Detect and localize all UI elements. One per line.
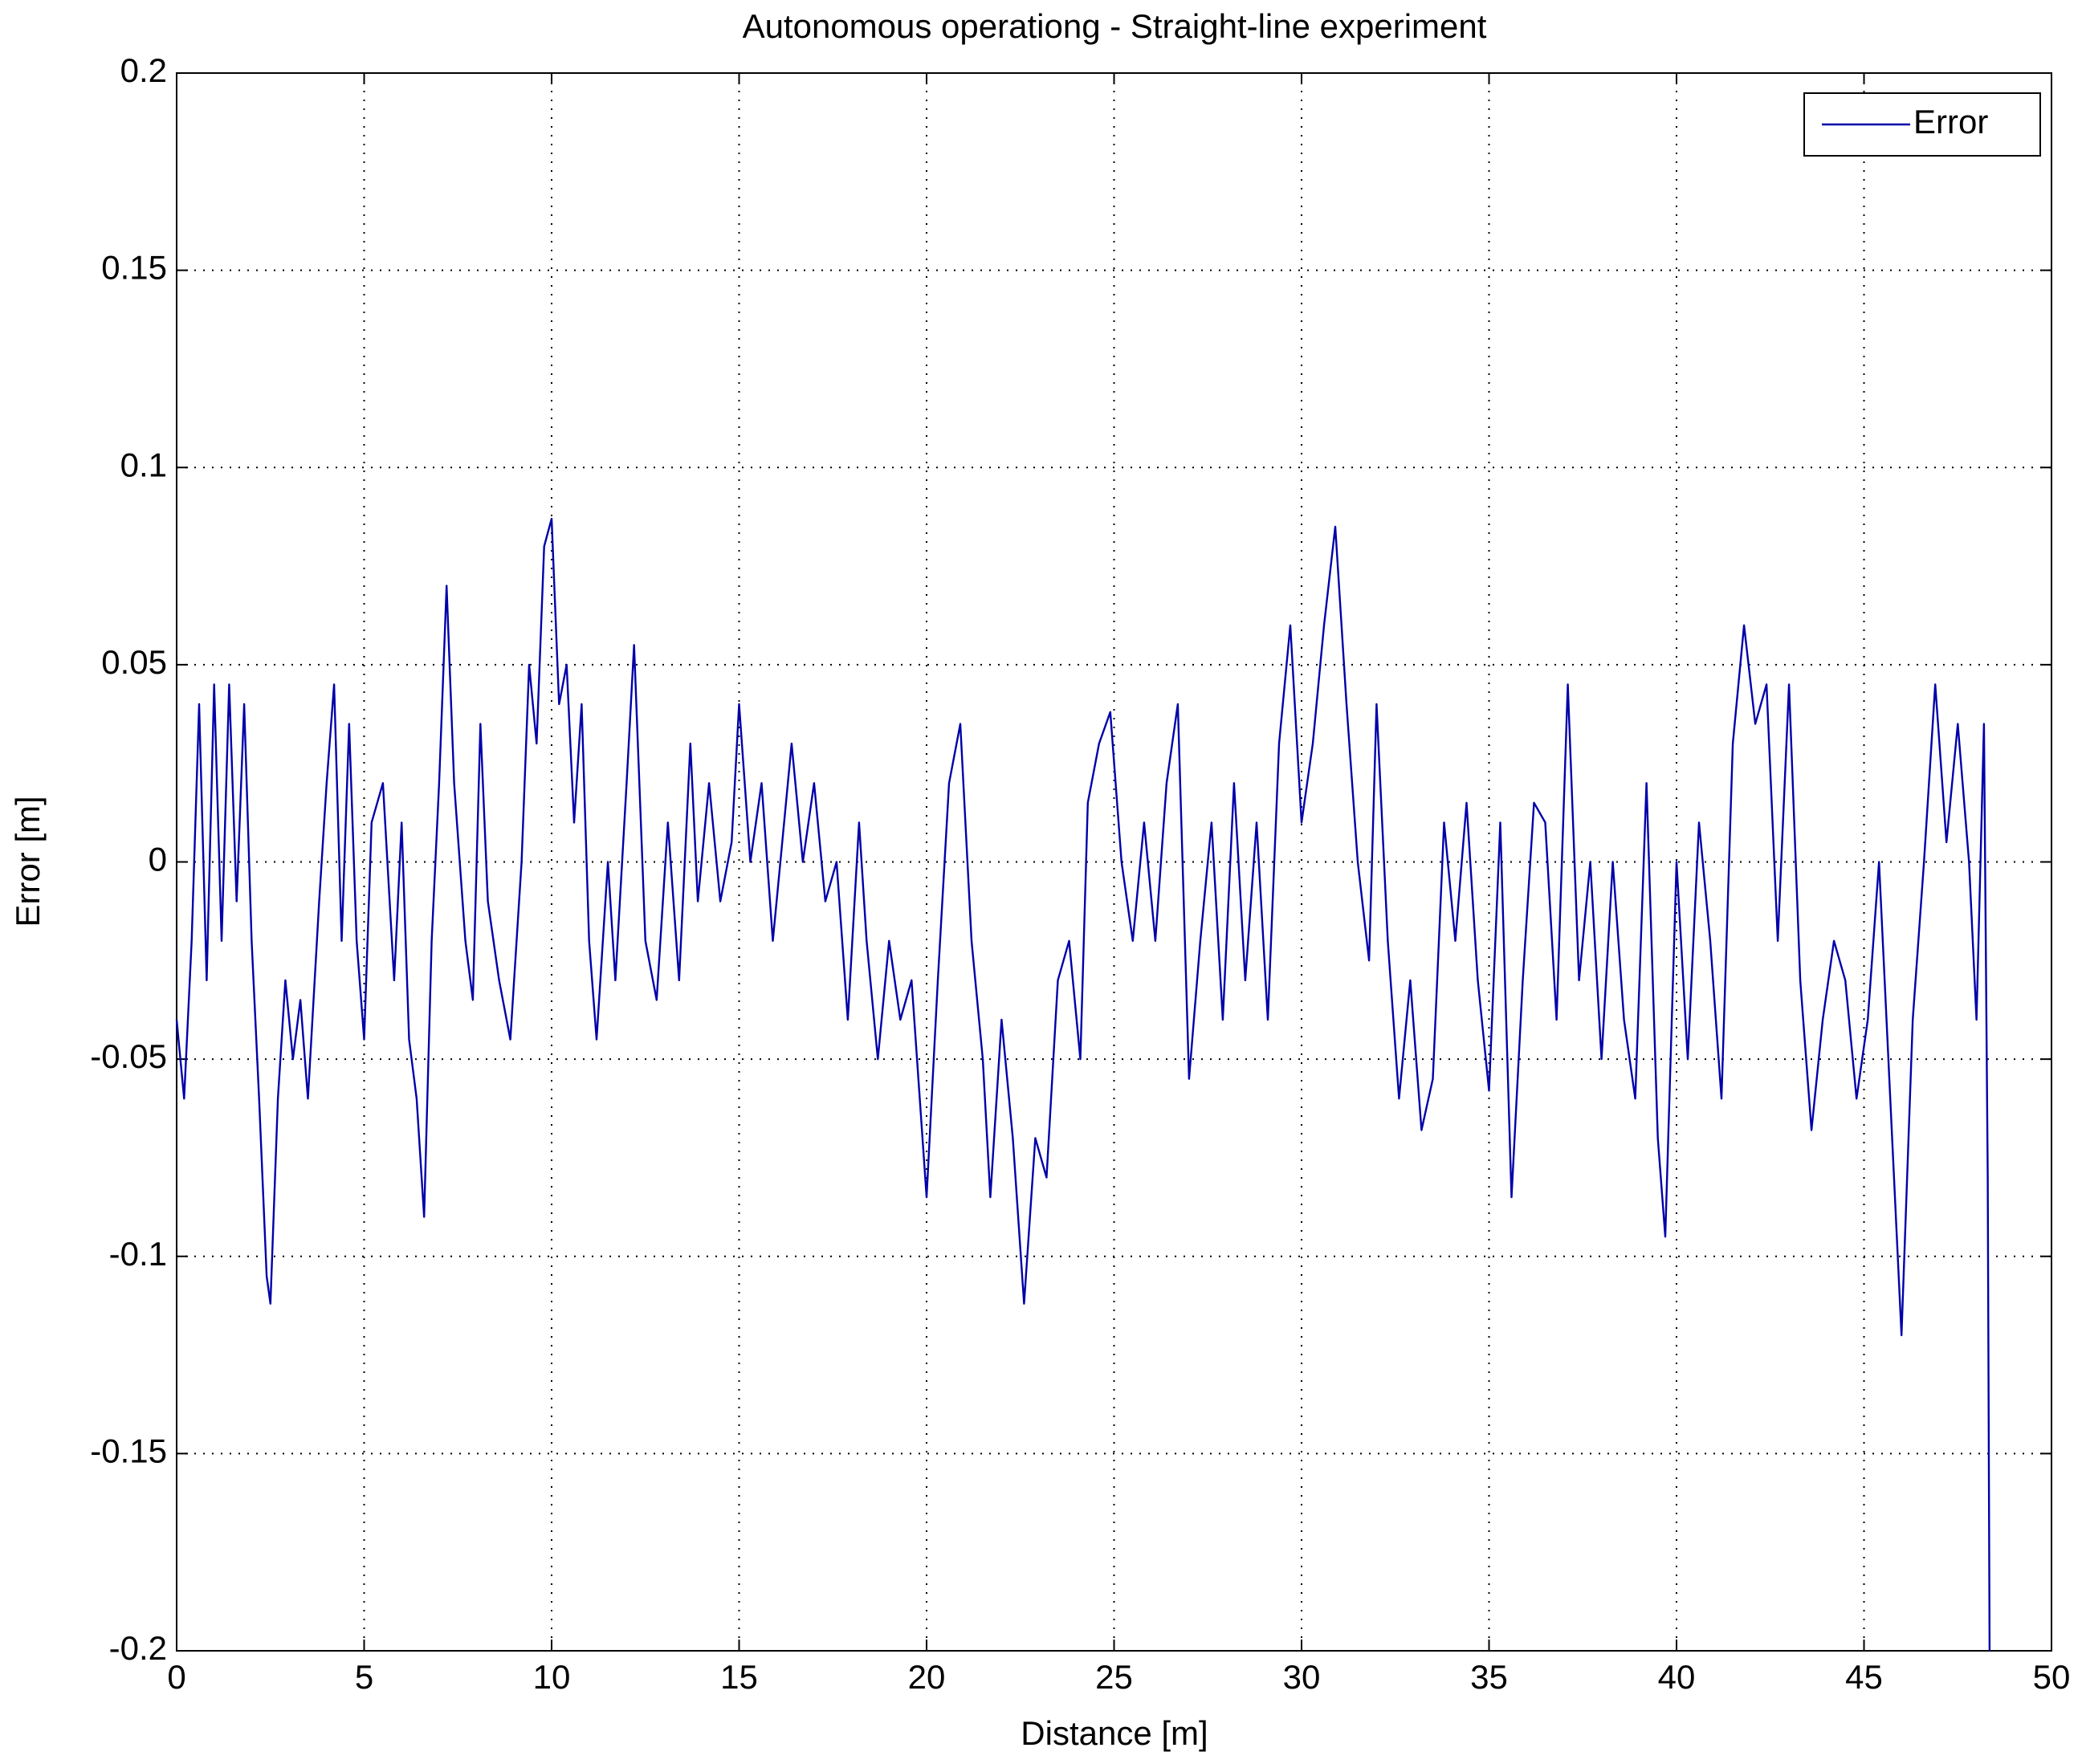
y-axis-label: Error [m] [9,796,47,927]
x-tick-label: 45 [1845,1658,1883,1696]
y-tick-label: -0.05 [90,1037,167,1075]
data-line [175,517,1991,1652]
plot-frame [176,72,2052,1652]
x-tick-label: 15 [720,1658,758,1696]
x-axis-label: Distance [m] [1021,1714,1208,1752]
x-tick-label: 40 [1658,1658,1696,1696]
y-tick-label: 0.05 [101,643,167,681]
y-tick-label: -0.1 [109,1235,167,1273]
x-tick-label: 35 [1470,1658,1508,1696]
x-tick-label: 10 [533,1658,571,1696]
y-tick-label: 0.15 [101,249,167,287]
y-tick-label: 0 [149,841,167,878]
x-tick-label: 30 [1283,1658,1321,1696]
y-tick-label: -0.2 [109,1629,167,1667]
y-tick-label: 0.1 [120,446,167,483]
x-tick-label: 50 [2033,1658,2071,1696]
y-tick-label: 0.2 [120,51,167,89]
legend-label: Error [1913,103,1988,141]
x-tick-label: 25 [1095,1658,1133,1696]
x-tick-label: 20 [908,1658,946,1696]
y-tick-label: -0.15 [90,1432,167,1469]
x-tick-label: 5 [355,1658,373,1696]
x-tick-label: 0 [167,1658,185,1696]
chart-title: Autonomous operationg - Straight-line ex… [743,7,1487,45]
